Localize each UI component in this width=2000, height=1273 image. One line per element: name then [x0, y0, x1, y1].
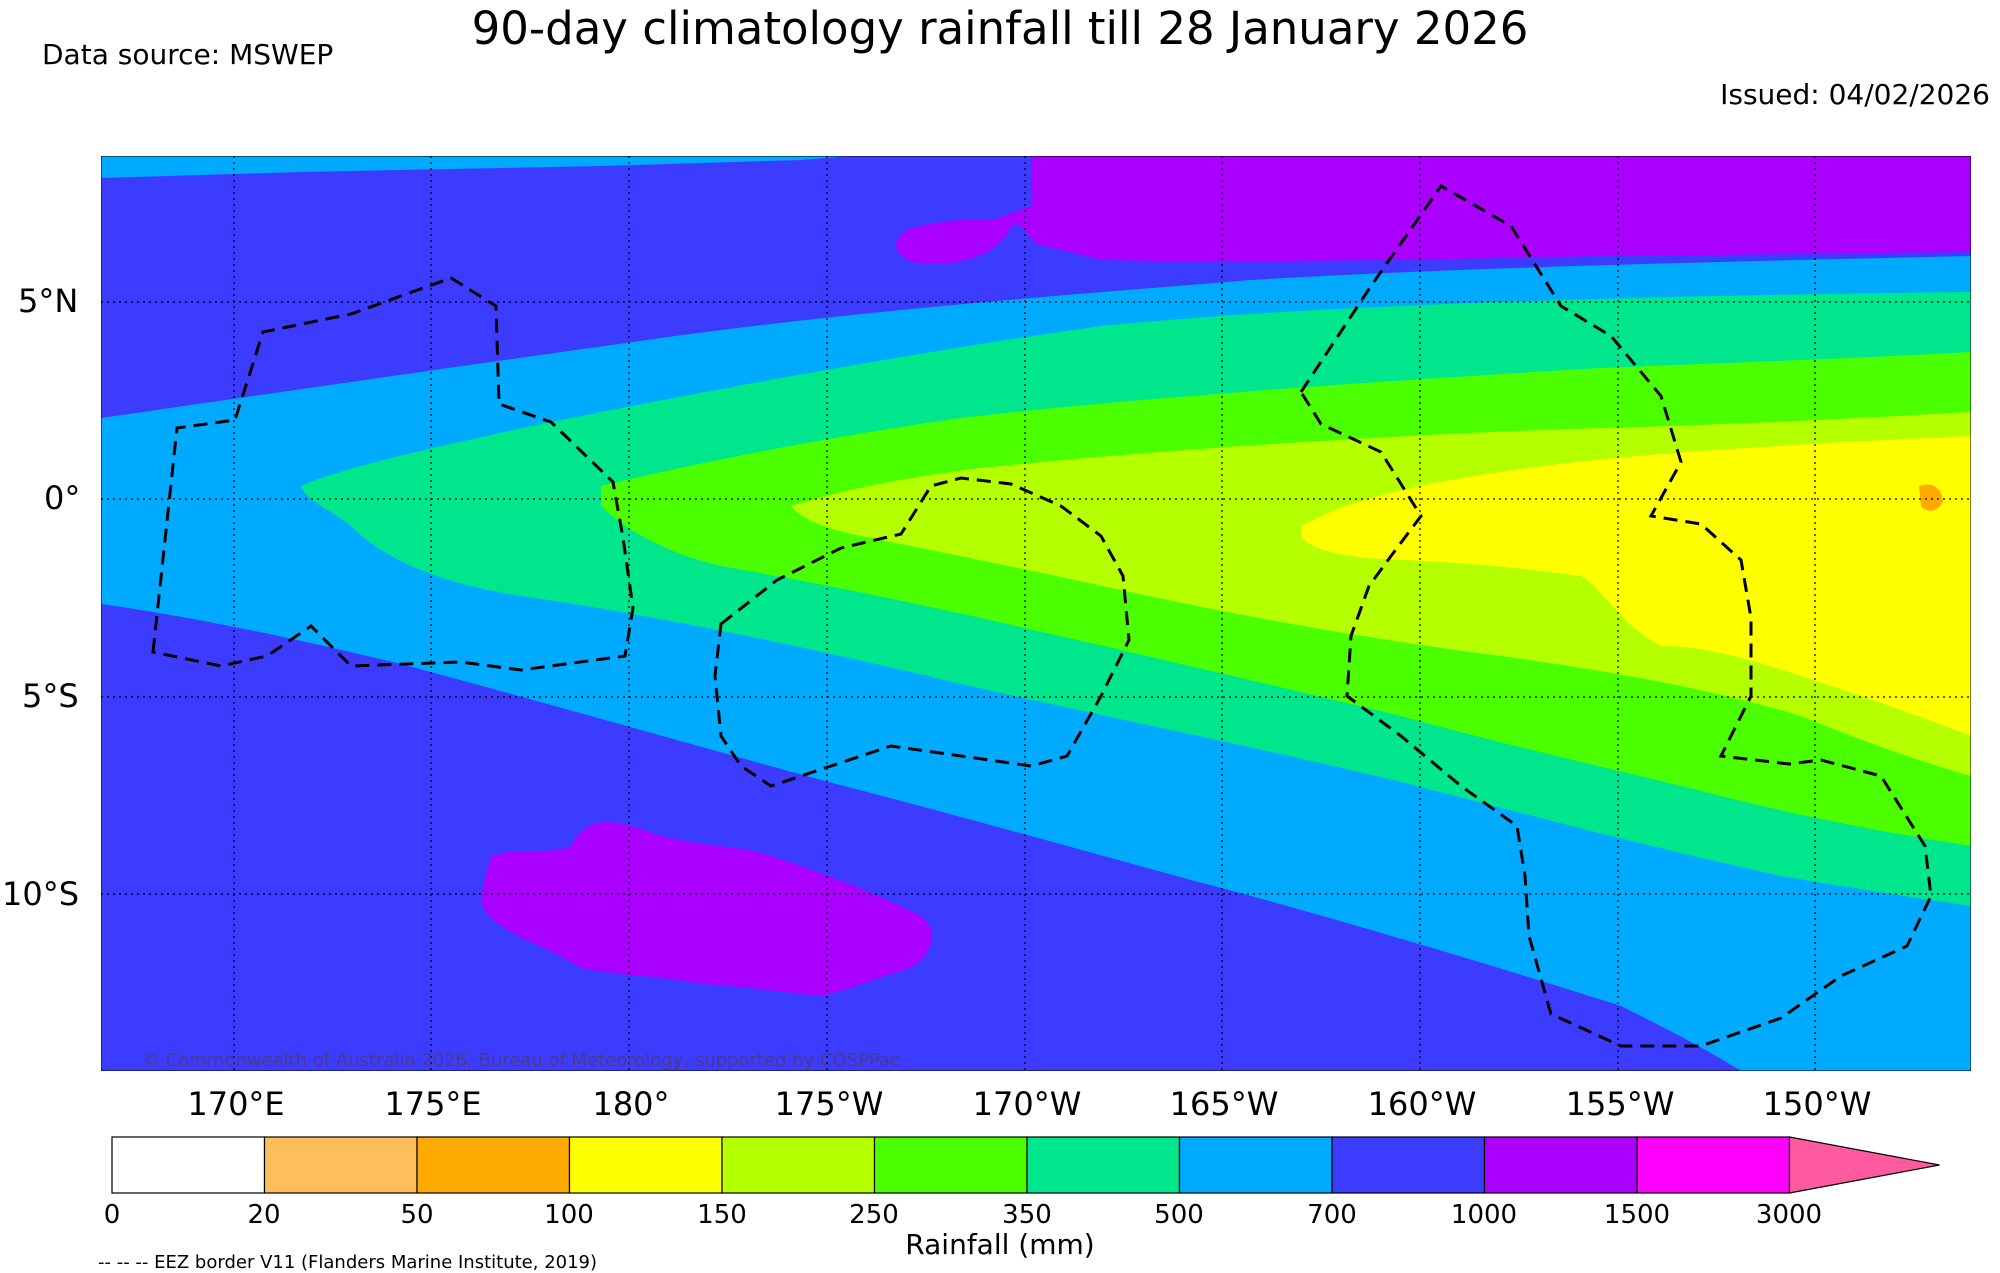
colorbar-segment: [416, 1136, 571, 1194]
colorbar-tick-label: 350: [1002, 1200, 1052, 1230]
lon-label-165w: 165°W: [1169, 1085, 1279, 1123]
map-title: 90-day climatology rainfall till 28 Janu…: [471, 2, 1529, 55]
lon-label-160w: 160°W: [1367, 1085, 1477, 1123]
colorbar-title: Rainfall (mm): [905, 1228, 1095, 1261]
colorbar-tick-label: 100: [544, 1200, 594, 1230]
lon-label-175e: 175°E: [384, 1085, 482, 1123]
colorbar-segment: [568, 1136, 723, 1194]
lat-label-5s: 5°S: [22, 677, 79, 715]
band-1000-1500-patch: [896, 219, 1011, 265]
colorbar-tick-label: 250: [849, 1200, 899, 1230]
data-source-label: Data source: MSWEP: [42, 38, 334, 71]
colorbar-tick-label: 500: [1154, 1200, 1204, 1230]
colorbar-segment: [111, 1136, 266, 1194]
colorbar-segment: [263, 1136, 418, 1194]
colorbar: [111, 1136, 1940, 1194]
band-50-100: [1919, 484, 1943, 511]
colorbar-segment: [1483, 1136, 1638, 1194]
issued-date: Issued: 04/02/2026: [1720, 78, 1990, 111]
colorbar-segment: [1636, 1136, 1791, 1194]
rainfall-map: [101, 156, 1971, 1071]
eez-borders: [151, 184, 1933, 1048]
lat-label-0: 0°: [44, 479, 81, 517]
graticule: [101, 156, 1971, 1071]
colorbar-segment: [1178, 1136, 1333, 1194]
lon-label-170e: 170°E: [187, 1085, 285, 1123]
colorbar-tick-label: 1500: [1603, 1200, 1671, 1230]
colorbar-tick-label: 3000: [1755, 1200, 1823, 1230]
band-1000-1500-north: [981, 156, 1971, 262]
colorbar-tick-label: 150: [697, 1200, 747, 1230]
lon-label-170w: 170°W: [972, 1085, 1082, 1123]
eez-legend-note: -- -- -- EEZ border V11 (Flanders Marine…: [98, 1252, 598, 1273]
colorbar-segment: [1331, 1136, 1486, 1194]
lat-label-10s: 10°S: [2, 875, 80, 913]
band-100-150: [1301, 436, 1971, 736]
colorbar-extend-arrow: [1788, 1136, 1940, 1194]
colorbar-tick-label: 50: [400, 1200, 434, 1230]
colorbar-tick-label: 20: [247, 1200, 281, 1230]
colorbar-segment: [873, 1136, 1028, 1194]
copyright-notice: © Commonwealth of Australia 2026, Bureau…: [142, 1050, 900, 1071]
lon-label-175w: 175°W: [774, 1085, 884, 1123]
colorbar-tick-label: 0: [103, 1200, 121, 1230]
lon-label-155w: 155°W: [1565, 1085, 1675, 1123]
colorbar-segment: [1026, 1136, 1181, 1194]
lon-label-150w: 150°W: [1762, 1085, 1872, 1123]
lat-label-5n: 5°N: [18, 282, 79, 320]
colorbar-segment: [721, 1136, 876, 1194]
band-1000-1500-south: [481, 822, 932, 996]
colorbar-tick-label: 1000: [1450, 1200, 1518, 1230]
band-500-700-topstrip: [101, 156, 851, 178]
colorbar-tick-label: 700: [1307, 1200, 1357, 1230]
lon-label-180: 180°: [592, 1085, 670, 1123]
